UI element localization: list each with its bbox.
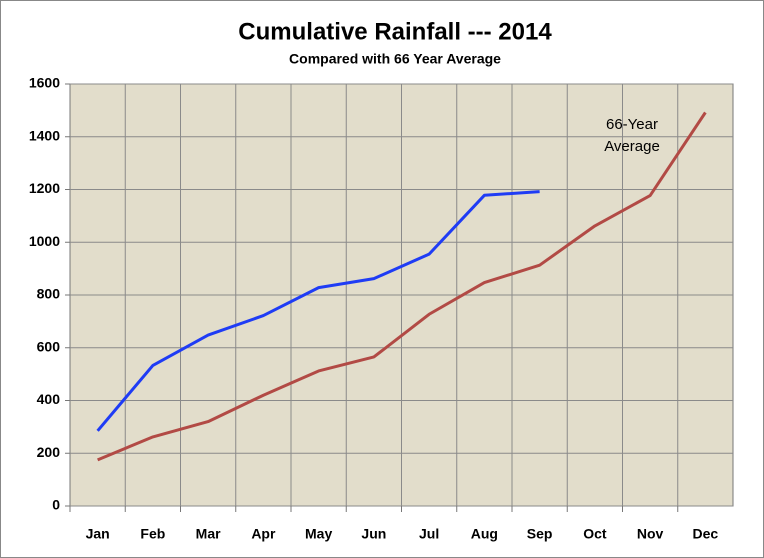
- y-tick-label: 0: [52, 497, 60, 513]
- y-tick-label: 1400: [29, 127, 60, 143]
- chart-subtitle: Compared with 66 Year Average: [289, 51, 501, 67]
- x-tick-label: Nov: [637, 526, 664, 542]
- x-tick-label: Oct: [583, 526, 607, 542]
- x-tick-label: Jul: [419, 526, 439, 542]
- y-tick-label: 1000: [29, 233, 60, 249]
- y-tick-label: 400: [37, 391, 61, 407]
- x-tick-label: Aug: [471, 526, 498, 542]
- x-tick-label: Jan: [86, 526, 110, 542]
- y-tick-label: 1200: [29, 180, 60, 196]
- series-annotation: 66-Year Average: [604, 116, 660, 155]
- x-tick-label: Mar: [196, 526, 221, 542]
- x-tick-label: Dec: [693, 526, 719, 542]
- y-tick-label: 800: [37, 286, 61, 302]
- series-line: [96, 190, 540, 432]
- x-tick-label: Feb: [140, 526, 165, 542]
- x-tick-label: Sep: [527, 526, 553, 542]
- series-line: [97, 111, 707, 462]
- chart-title: Cumulative Rainfall --- 2014: [238, 18, 552, 45]
- y-tick-label: 600: [37, 338, 61, 354]
- y-tick-label: 1600: [29, 75, 60, 91]
- y-tick-label: 200: [37, 444, 61, 460]
- x-tick-label: Jun: [361, 526, 386, 542]
- x-tick-label: Apr: [251, 526, 276, 542]
- x-tick-label: May: [305, 526, 332, 542]
